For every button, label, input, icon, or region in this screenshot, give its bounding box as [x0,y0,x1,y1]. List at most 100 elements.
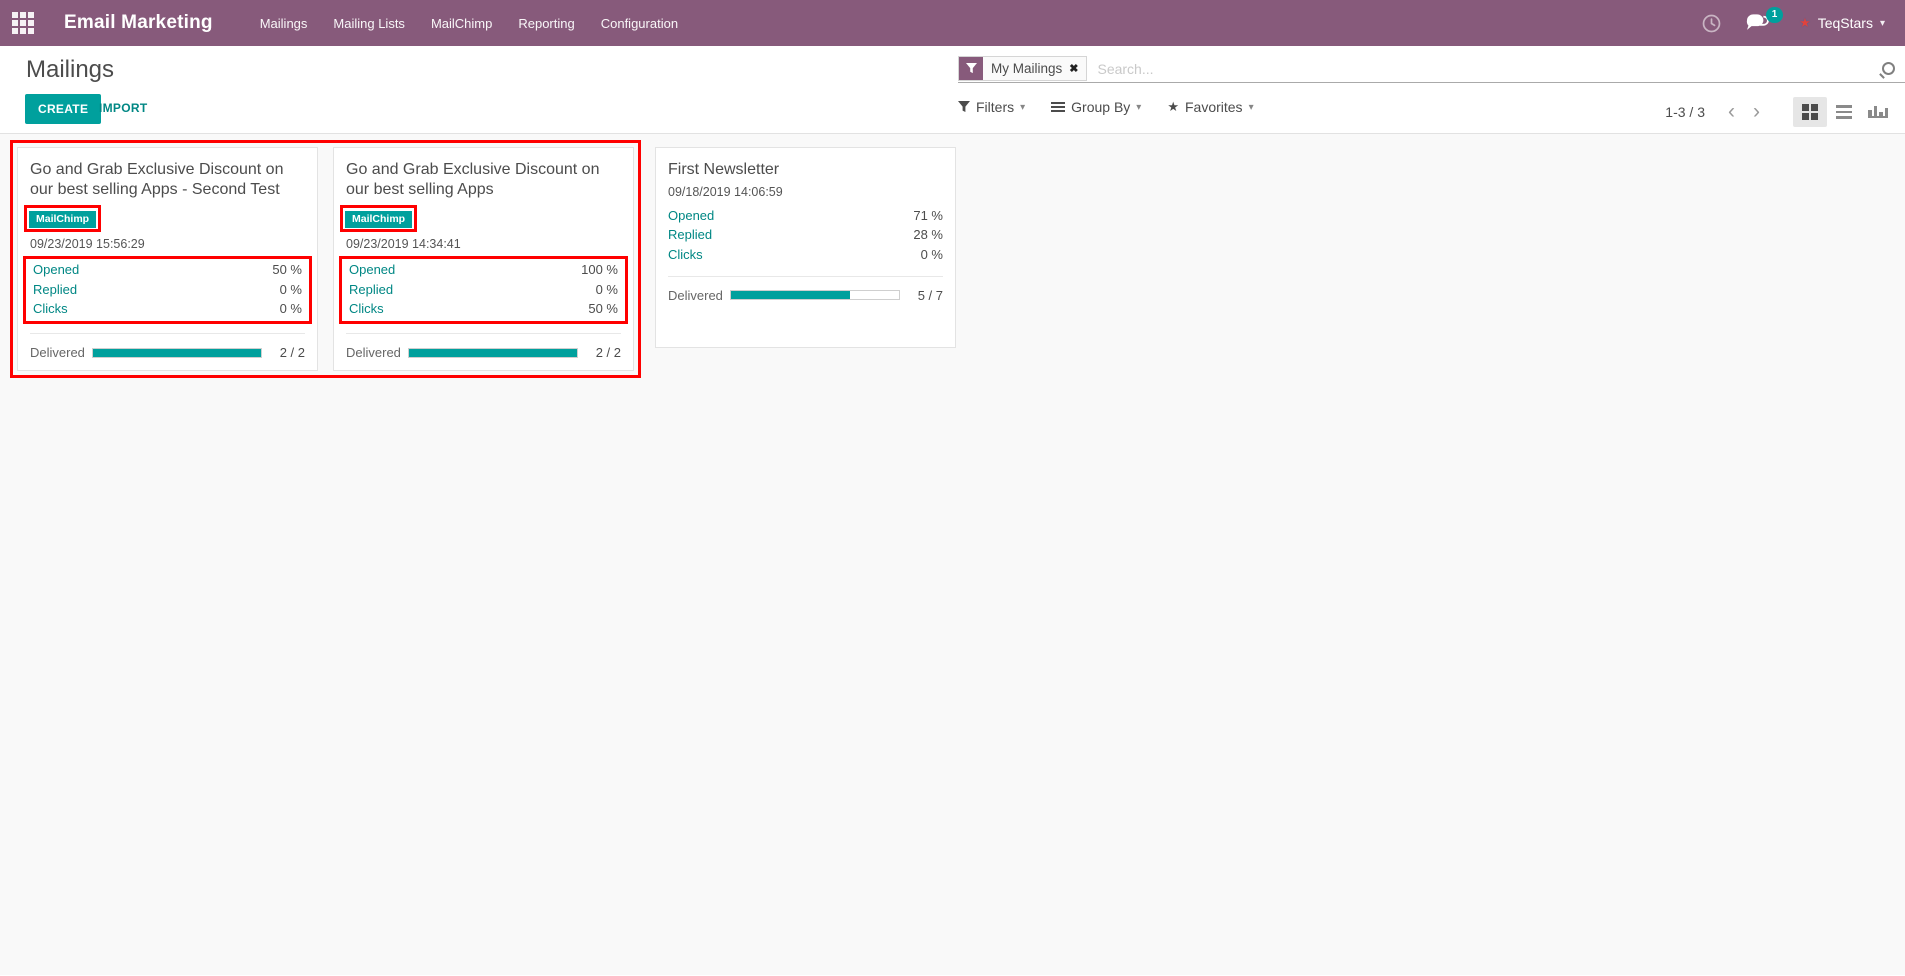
stat-row-replied: Replied 28 % [668,225,943,245]
mailing-date: 09/18/2019 14:06:59 [668,185,783,200]
replied-value: 0 % [595,281,618,297]
delivered-row: Delivered 2 / 2 [30,333,305,360]
annotation-box-stats-2: Opened 100 % Replied 0 % Clicks 50 % [339,255,628,325]
control-panel-buttons-row: CREATE IMPORT Filters ▾ Group By ▾ ★ Fav… [0,92,1905,132]
filters-dropdown[interactable]: Filters ▾ [958,99,1025,115]
opened-value: 50 % [272,262,302,278]
create-button[interactable]: CREATE [25,94,102,124]
kanban-view-button[interactable] [1793,97,1827,127]
delivered-progressbar [408,347,578,358]
user-menu[interactable]: ★ TeqStars ▾ [1781,0,1891,46]
clicks-value: 0 % [920,246,943,262]
clicks-value: 50 % [588,301,618,317]
chevron-down-icon: ▾ [1020,101,1026,113]
favorites-dropdown[interactable]: ★ Favorites ▾ [1167,99,1253,115]
menu-mailings[interactable]: Mailings [259,15,308,31]
clicks-value: 0 % [279,301,302,317]
apps-menu-icon[interactable] [0,0,46,46]
message-counter-badge: 1 [1766,7,1784,23]
bar-chart-icon [1868,106,1888,118]
main-menu: Mailings Mailing Lists MailChimp Reporti… [247,0,691,46]
favorites-label: Favorites [1184,99,1243,115]
facet-label-wrap: My Mailings ✖ [983,57,1086,80]
stat-row-opened: Opened 50 % [33,260,302,280]
messages-button[interactable]: 1 [1733,0,1784,46]
systray: 1 ★ TeqStars ▾ [1690,0,1905,46]
mailing-card-1[interactable]: Go and Grab Exclusive Discount on our be… [17,147,318,372]
opened-value: 71 % [913,207,943,223]
stat-row-clicks: Clicks 50 % [349,299,618,319]
menu-mailchimp[interactable]: MailChimp [430,15,493,31]
menu-configuration[interactable]: Configuration [600,15,679,31]
mailing-title[interactable]: Go and Grab Exclusive Discount on our be… [346,161,600,199]
annotation-box-badge-1: MailChimp [24,204,102,232]
replied-link[interactable]: Replied [349,281,394,297]
progress-fill [409,348,577,357]
facet-label: My Mailings [991,61,1063,76]
mailing-title[interactable]: Go and Grab Exclusive Discount on our be… [30,161,284,199]
replied-link[interactable]: Replied [668,227,713,243]
mailchimp-badge: MailChimp [29,210,97,228]
annotation-box-stats-1: Opened 50 % Replied 0 % Clicks 0 % [23,255,312,325]
mailing-date: 09/23/2019 14:34:41 [346,236,461,251]
clicks-link[interactable]: Clicks [668,246,703,262]
list-view-button[interactable] [1827,97,1861,127]
search-icon[interactable] [1882,62,1895,75]
page-title: Mailings [26,56,115,83]
activities-button[interactable] [1690,0,1733,46]
graph-view-button[interactable] [1861,97,1895,127]
search-input[interactable] [1087,60,1882,77]
company-logo-icon: ★ [1799,15,1811,30]
opened-link[interactable]: Opened [668,207,715,223]
stat-row-replied: Replied 0 % [349,279,618,299]
filter-icon [958,101,970,112]
mailing-card-2[interactable]: Go and Grab Exclusive Discount on our be… [333,147,634,372]
pager-next-icon[interactable]: › [1753,100,1760,123]
import-button[interactable]: IMPORT [99,101,148,115]
clicks-link[interactable]: Clicks [349,301,384,317]
bars-icon [1051,102,1066,112]
clock-icon [1702,14,1721,32]
group-by-dropdown[interactable]: Group By ▾ [1051,99,1141,115]
view-switcher [1793,97,1895,127]
pager-previous-icon[interactable]: ‹ [1728,100,1735,123]
mailing-title[interactable]: First Newsletter [668,161,780,178]
app-title[interactable]: Email Marketing [64,12,213,33]
stat-row-opened: Opened 100 % [349,260,618,280]
chat-bubble-icon [1746,14,1769,30]
search-bar: My Mailings ✖ [958,55,1905,83]
filter-facet-icon [959,57,983,80]
list-icon [1836,105,1852,119]
delivered-progressbar [92,347,262,358]
delivered-label: Delivered [668,287,723,303]
search-options: Filters ▾ Group By ▾ ★ Favorites ▾ [958,99,1254,115]
replied-value: 0 % [279,281,302,297]
facet-close-icon[interactable]: ✖ [1069,63,1079,75]
menu-mailing-lists[interactable]: Mailing Lists [333,15,405,31]
filters-label: Filters [976,99,1015,115]
delivered-progressbar [730,290,900,301]
opened-link[interactable]: Opened [349,262,396,278]
clicks-link[interactable]: Clicks [33,301,68,317]
replied-link[interactable]: Replied [33,281,78,297]
menu-reporting[interactable]: Reporting [518,15,575,31]
delivered-label: Delivered [30,345,85,361]
stat-row-clicks: Clicks 0 % [668,244,943,264]
opened-link[interactable]: Opened [33,262,80,278]
opened-value: 100 % [581,262,618,278]
stat-row-clicks: Clicks 0 % [33,299,302,319]
progress-fill [93,348,261,357]
top-navbar: Email Marketing Mailings Mailing Lists M… [0,0,1905,46]
chevron-down-icon: ▾ [1879,17,1885,29]
user-name: TeqStars [1817,15,1873,31]
star-icon: ★ [1167,99,1179,114]
kanban-icon [1802,104,1818,120]
delivered-value: 2 / 2 [279,345,305,361]
pager-and-views: 1-3 / 3 ‹ › [1665,97,1895,127]
annotation-box-mailchimp-cards: Go and Grab Exclusive Discount on our be… [10,140,641,379]
mailing-card-3[interactable]: First Newsletter 09/18/2019 14:06:59 Ope… [655,147,956,348]
pager-counter: 1-3 / 3 [1665,104,1705,120]
mailing-date: 09/23/2019 15:56:29 [30,236,145,251]
stat-row-opened: Opened 71 % [668,205,943,225]
chevron-down-icon: ▾ [1248,101,1254,113]
